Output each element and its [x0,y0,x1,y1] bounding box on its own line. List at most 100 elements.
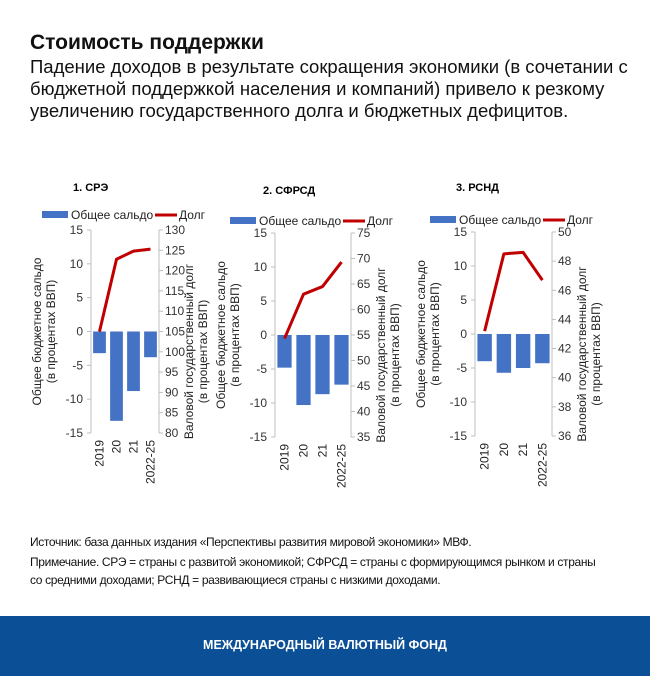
right-tick-label: 55 [357,328,371,342]
right-axis-title: Валовой государственный долг [374,267,388,443]
line-debt [483,250,544,332]
page-subtitle: Падение доходов в результате сокращения … [30,56,628,121]
chart-title: 2. СФРСД [263,185,315,197]
legend-label-balance: Общее сальдо [71,208,154,222]
line-debt [98,247,151,332]
right-tick-label: 70 [357,252,371,266]
bar-balance [296,335,311,406]
right-axis-title: (в процентах ВВП) [196,300,210,404]
right-tick-label: 48 [558,254,572,268]
right-tick-label: 105 [165,325,185,339]
bar-balance [515,334,531,368]
left-tick-label: 15 [254,226,268,240]
left-tick-label: -10 [450,395,468,409]
x-tick-label: 20 [110,440,124,454]
left-tick-label: -5 [72,358,83,372]
right-tick-label: 50 [357,354,371,368]
x-tick-label: 20 [497,443,511,457]
bar-balance [144,331,157,358]
footer-band: МЕЖДУНАРОДНЫЙ ВАЛЮТНЫЙ ФОНД [0,616,650,676]
left-axis-title: Общее бюджетное сальдо [214,261,228,409]
right-tick-label: 110 [165,304,184,318]
left-tick-label: 5 [260,294,267,308]
left-tick-label: -5 [456,361,467,375]
right-tick-label: 45 [357,379,371,393]
left-tick-label: 15 [454,225,468,239]
left-axis-title: (в процентах ВВП) [228,283,242,387]
right-tick-label: 60 [357,303,371,317]
right-tick-label: 35 [357,430,371,444]
left-tick-label: 5 [76,291,83,305]
legend-swatch-balance [42,211,68,218]
left-tick-label: -10 [66,392,84,406]
legend-label-balance: Общее сальдо [459,213,542,227]
left-tick-label: 15 [70,223,84,237]
x-tick-label: 21 [516,443,530,457]
chart-title: 3. РСНД [456,182,499,194]
bar-balance [535,334,550,364]
page-title: Стоимость поддержки [30,31,264,54]
x-tick-label: 2022-25 [335,444,349,488]
right-tick-label: 75 [357,226,371,240]
bar-balance [496,334,512,373]
right-tick-label: 42 [558,342,572,356]
right-axis-title: Валовой государственный долг [575,266,589,442]
right-tick-label: 80 [165,426,179,440]
right-tick-label: 44 [558,312,572,326]
left-tick-label: 10 [70,257,84,271]
footer-label: МЕЖДУНАРОДНЫЙ ВАЛЮТНЫЙ ФОНД [203,638,447,652]
x-tick-label: 2019 [278,444,292,471]
legend-swatch-balance [430,216,456,223]
bar-balance [127,331,140,392]
left-tick-label: 5 [460,293,467,307]
x-tick-label: 2019 [93,440,107,467]
right-tick-label: 115 [165,284,184,298]
left-tick-label: -15 [66,426,84,440]
right-axis-title: Валовой государственный долг [182,263,196,439]
left-axis-title: Общее бюджетное сальдо [30,257,44,405]
right-tick-label: 85 [165,406,179,420]
right-tick-label: 65 [357,277,371,291]
right-axis-title: (в процентах ВВП) [589,302,603,406]
x-tick-label: 21 [316,444,330,458]
right-tick-label: 120 [165,264,185,278]
legend-label-debt: Долг [567,213,594,227]
legend-swatch-balance [230,217,256,224]
bar-balance [477,334,492,362]
right-tick-label: 125 [165,243,185,257]
left-tick-label: 0 [460,327,467,341]
legend-label-debt: Долг [367,214,394,228]
right-tick-label: 46 [558,283,572,297]
source-note: Источник: база данных издания «Перспекти… [30,535,472,549]
note-line-1: Примечание. СРЭ = страны с развитой экон… [30,555,596,569]
x-tick-label: 2022-25 [535,443,549,487]
x-tick-label: 2019 [478,443,492,470]
bar-balance [315,335,330,395]
left-tick-label: -10 [250,396,268,410]
right-tick-label: 50 [558,225,572,239]
x-tick-label: 21 [127,440,141,454]
x-tick-label: 2022-25 [144,440,158,484]
bar-balance [277,335,292,368]
x-tick-label: 20 [297,444,311,458]
left-tick-label: -15 [450,429,468,443]
left-tick-label: 10 [454,259,468,273]
bar-balance [110,331,123,421]
left-axis-title: Общее бюджетное сальдо [414,260,428,408]
line-debt [283,261,343,340]
left-tick-label: -15 [250,430,268,444]
left-tick-label: 0 [260,328,267,342]
right-tick-label: 38 [558,400,572,414]
right-tick-label: 40 [357,405,371,419]
right-tick-label: 90 [165,385,179,399]
left-tick-label: 10 [254,260,268,274]
left-tick-label: -5 [256,362,267,376]
legend-label-balance: Общее сальдо [259,214,342,228]
note-line-2: со средними доходами; РСНД = развивающие… [30,573,441,587]
bar-balance [334,335,349,385]
chart-title: 1. СРЭ [73,182,109,194]
